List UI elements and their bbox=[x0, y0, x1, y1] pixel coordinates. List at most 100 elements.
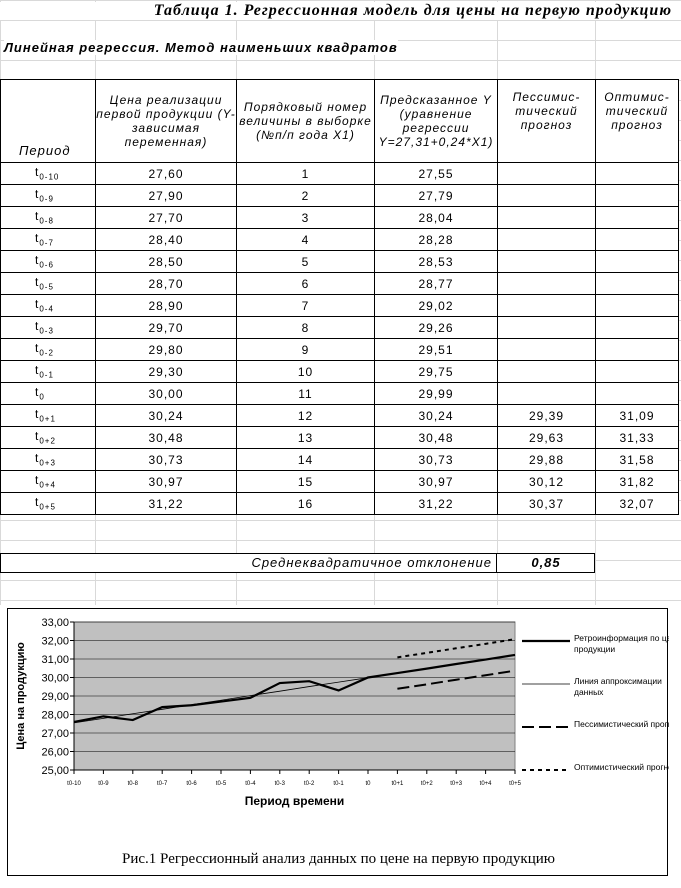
period-cell: t0-1 bbox=[0, 360, 96, 383]
header-price: Цена реализации первой продукции (Y-зави… bbox=[95, 79, 237, 163]
table-row: t0-3 29,70 8 29,26 bbox=[0, 316, 679, 339]
period-cell: t0 bbox=[0, 382, 96, 405]
predicted-cell: 29,99 bbox=[374, 382, 498, 405]
period-letter: t bbox=[35, 165, 40, 180]
table-row: t0-5 28,70 6 28,77 bbox=[0, 272, 679, 295]
period-cell: t0-9 bbox=[0, 184, 96, 207]
period-letter: t bbox=[35, 253, 40, 268]
order-cell: 2 bbox=[236, 184, 375, 207]
period-cell: t0-6 bbox=[0, 250, 96, 273]
period-letter: t bbox=[35, 473, 40, 488]
optimistic-cell bbox=[595, 338, 679, 361]
y-tick-label: 26,00 bbox=[41, 747, 69, 759]
x-tick-label: t0 bbox=[365, 781, 371, 787]
period-letter: t bbox=[35, 495, 40, 510]
figure-caption: Рис.1 Регрессионный анализ данных по цен… bbox=[122, 851, 555, 867]
order-cell: 11 bbox=[236, 382, 375, 405]
order-cell: 8 bbox=[236, 316, 375, 339]
period-cell: t0+2 bbox=[0, 426, 96, 449]
pessimistic-cell bbox=[497, 360, 596, 383]
period-cell: t0-10 bbox=[0, 162, 96, 185]
x-tick-label: t0-1 bbox=[333, 781, 344, 787]
order-cell: 3 bbox=[236, 206, 375, 229]
period-letter: t bbox=[35, 231, 40, 246]
price-cell: 30,73 bbox=[95, 448, 237, 471]
predicted-cell: 29,02 bbox=[374, 294, 498, 317]
y-tick-label: 29,00 bbox=[41, 691, 69, 703]
pessimistic-cell bbox=[497, 184, 596, 207]
table-row: t0-1 29,30 10 29,75 bbox=[0, 360, 679, 383]
period-cell: t0-5 bbox=[0, 272, 96, 295]
period-cell: t0+4 bbox=[0, 470, 96, 493]
legend-label: Ретроинформация по ценепродукции bbox=[574, 633, 669, 654]
legend-label: Пессимистический прогноз bbox=[574, 719, 669, 729]
header-optimistic: Оптимис-тический прогноз bbox=[595, 79, 679, 163]
predicted-cell: 28,77 bbox=[374, 272, 498, 295]
header-predicted: Предсказанное Y (уравнение регрессии Y=2… bbox=[374, 79, 498, 163]
order-cell: 14 bbox=[236, 448, 375, 471]
x-tick-label: t0-8 bbox=[128, 781, 139, 787]
x-tick-label: t0+4 bbox=[480, 781, 493, 787]
x-tick-label: t0-2 bbox=[304, 781, 315, 787]
predicted-cell: 30,48 bbox=[374, 426, 498, 449]
pessimistic-cell bbox=[497, 162, 596, 185]
optimistic-cell bbox=[595, 184, 679, 207]
order-cell: 16 bbox=[236, 492, 375, 515]
period-letter: t bbox=[35, 319, 40, 334]
x-tick-label: t0+5 bbox=[509, 781, 522, 787]
table-header-row: Период Цена реализации первой продукции … bbox=[0, 79, 679, 163]
y-tick-label: 31,00 bbox=[41, 654, 69, 666]
x-tick-label: t0+1 bbox=[391, 781, 404, 787]
x-tick-label: t0-5 bbox=[216, 781, 227, 787]
price-cell: 29,80 bbox=[95, 338, 237, 361]
period-letter: t bbox=[35, 209, 40, 224]
std-deviation-label: Среднеквадратичное отклонение bbox=[1, 554, 497, 572]
std-deviation-row: Среднеквадратичное отклонение 0,85 bbox=[0, 553, 595, 573]
x-tick-label: t0-3 bbox=[275, 781, 286, 787]
pessimistic-cell: 30,37 bbox=[497, 492, 596, 515]
predicted-cell: 30,73 bbox=[374, 448, 498, 471]
period-subscript: 0+2 bbox=[39, 436, 56, 446]
pessimistic-cell bbox=[497, 382, 596, 405]
table-row: t0 30,00 11 29,99 bbox=[0, 382, 679, 405]
price-cell: 28,70 bbox=[95, 272, 237, 295]
optimistic-cell: 32,07 bbox=[595, 492, 679, 515]
optimistic-cell bbox=[595, 316, 679, 339]
period-letter: t bbox=[35, 297, 40, 312]
y-tick-label: 32,00 bbox=[41, 636, 69, 648]
price-cell: 30,48 bbox=[95, 426, 237, 449]
period-letter: t bbox=[35, 363, 40, 378]
pessimistic-cell bbox=[497, 250, 596, 273]
table-row: t0-7 28,40 4 28,28 bbox=[0, 228, 679, 251]
period-letter: t bbox=[35, 429, 40, 444]
table-row: t0-8 27,70 3 28,04 bbox=[0, 206, 679, 229]
period-subscript: 0-9 bbox=[39, 194, 54, 204]
price-cell: 27,60 bbox=[95, 162, 237, 185]
pessimistic-cell bbox=[497, 338, 596, 361]
optimistic-cell bbox=[595, 228, 679, 251]
x-tick-label: t0-10 bbox=[67, 781, 81, 787]
predicted-cell: 27,55 bbox=[374, 162, 498, 185]
period-subscript: 0+3 bbox=[39, 458, 56, 468]
period-subscript: 0-7 bbox=[39, 238, 54, 248]
pessimistic-cell bbox=[497, 272, 596, 295]
x-tick-label: t0-4 bbox=[245, 781, 256, 787]
order-cell: 6 bbox=[236, 272, 375, 295]
order-cell: 7 bbox=[236, 294, 375, 317]
predicted-cell: 29,75 bbox=[374, 360, 498, 383]
period-cell: t0+5 bbox=[0, 492, 96, 515]
regression-table: Период Цена реализации первой продукции … bbox=[0, 79, 679, 515]
optimistic-cell bbox=[595, 382, 679, 405]
series-line-thin bbox=[73, 654, 516, 724]
period-cell: t0-8 bbox=[0, 206, 96, 229]
period-cell: t0+1 bbox=[0, 404, 96, 427]
table-row: t0-9 27,90 2 27,79 bbox=[0, 184, 679, 207]
price-cell: 30,00 bbox=[95, 382, 237, 405]
header-order: Порядковый номер величины в выборке (№п/… bbox=[236, 79, 375, 163]
pessimistic-cell: 29,63 bbox=[497, 426, 596, 449]
optimistic-cell: 31,33 bbox=[595, 426, 679, 449]
period-subscript: 0-3 bbox=[39, 326, 54, 336]
std-deviation-value: 0,85 bbox=[531, 555, 561, 570]
pessimistic-cell: 30,12 bbox=[497, 470, 596, 493]
header-pessimistic: Пессимис-тический прогноз bbox=[497, 79, 596, 163]
